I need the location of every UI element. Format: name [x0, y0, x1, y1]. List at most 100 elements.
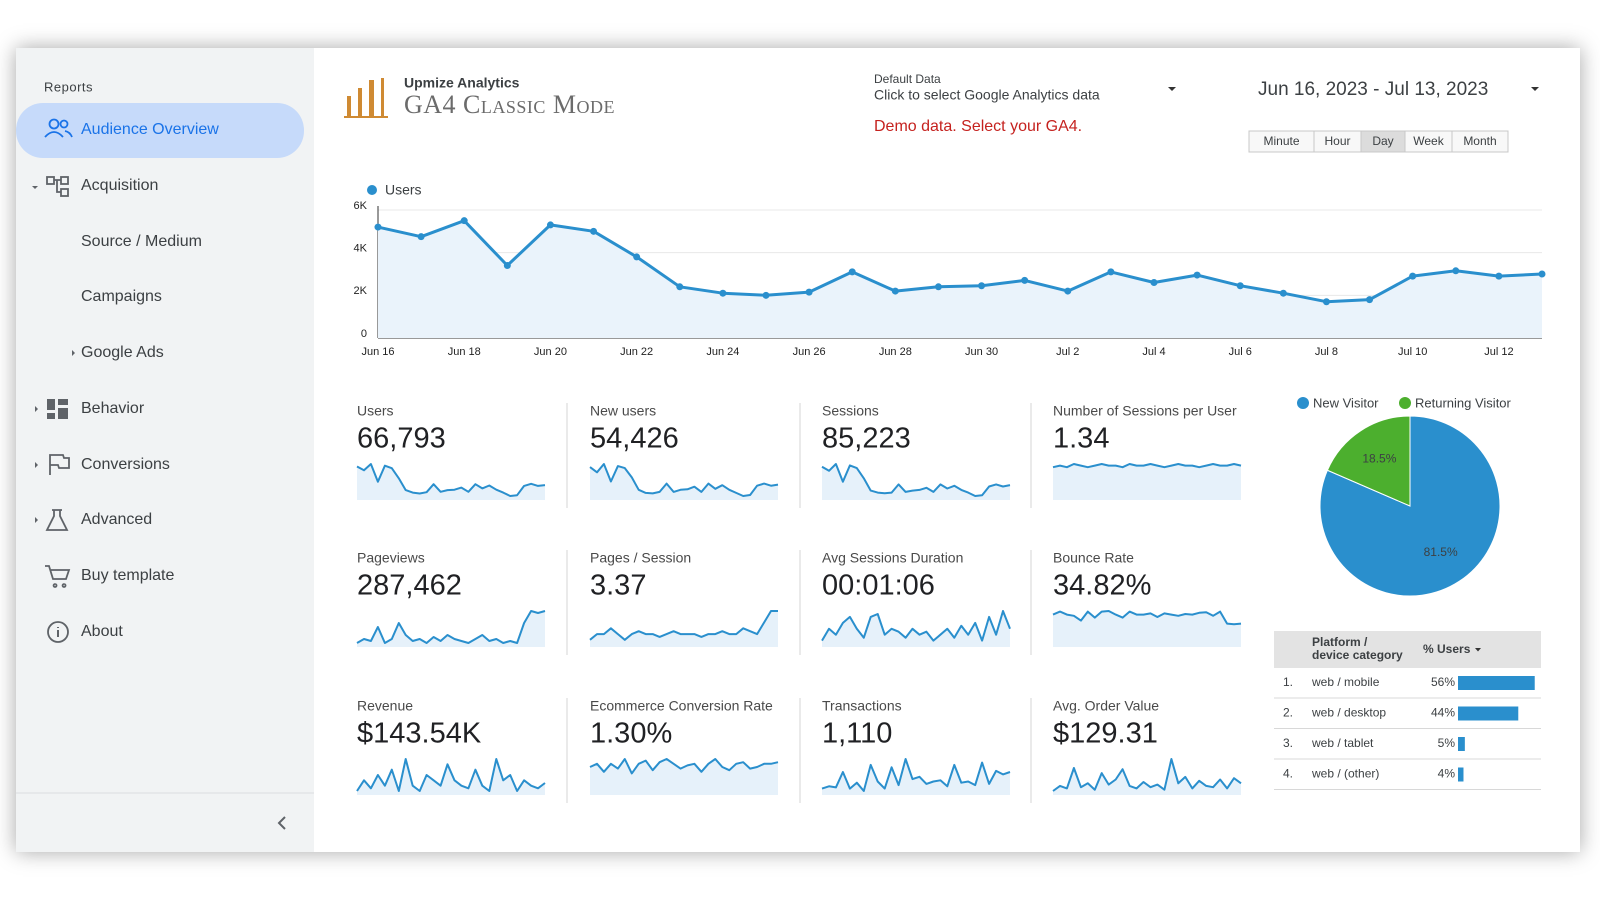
dropdown-arrow[interactable]	[1168, 87, 1176, 91]
share-bar	[1458, 737, 1465, 751]
data-point	[805, 288, 813, 296]
sparkline-area	[590, 759, 778, 795]
data-point	[1366, 296, 1374, 304]
row-rank: 4.	[1283, 767, 1293, 781]
data-point	[719, 289, 727, 297]
app-title: GA4 Classic Mode	[404, 90, 615, 119]
data-point	[590, 227, 598, 235]
x-tick-label: Jun 20	[534, 346, 567, 358]
share-bar	[1458, 767, 1464, 782]
kpi-value: $129.31	[1053, 718, 1158, 750]
data-point	[934, 283, 942, 291]
kpi-value: 1.34	[1053, 423, 1109, 455]
granularity-label[interactable]: Week	[1413, 134, 1444, 148]
nav-item[interactable]: Campaigns	[81, 288, 162, 305]
table-header	[1274, 631, 1541, 668]
y-tick-label: 2K	[354, 285, 368, 297]
data-point	[1495, 272, 1503, 280]
nav-item[interactable]: Advanced	[81, 511, 152, 528]
x-tick-label: Jun 22	[620, 346, 653, 358]
pie-label: 18.5%	[1362, 452, 1396, 466]
sidebar	[16, 48, 314, 852]
nav-item[interactable]: Audience Overview	[81, 121, 219, 138]
nav-item[interactable]: Conversions	[81, 456, 170, 473]
data-point	[891, 287, 899, 295]
device-table: Platform /device category % Users 1. web / …	[1274, 631, 1541, 790]
granularity-label[interactable]: Minute	[1263, 134, 1299, 148]
nav-item[interactable]: Buy template	[81, 567, 174, 584]
dropdown-arrow[interactable]	[1531, 87, 1539, 91]
users-chart: 0 2K 4K 6K Jun 16 Jun 18 Jun 20 Jun 22 Jun 24 Jun…	[354, 182, 1546, 358]
active-nav-highlight	[16, 103, 304, 158]
granularity-label[interactable]: Day	[1372, 134, 1393, 148]
users-area	[378, 220, 1542, 338]
date-range[interactable]: Jun 16, 2023 - Jul 13, 2023	[1258, 79, 1488, 100]
kpi-value: 54,426	[590, 423, 679, 455]
data-source-label: Default Data	[874, 72, 941, 86]
visitor-pie: New Visitor Returning Visitor 81.5% 18.5%	[1297, 395, 1512, 597]
x-tick-label: Jun 28	[879, 346, 912, 358]
kpi-label: Avg. Order Value	[1053, 698, 1159, 714]
nav-item[interactable]: About	[81, 623, 123, 640]
row-rank: 3.	[1283, 736, 1293, 750]
data-point	[1150, 279, 1158, 287]
nav-item[interactable]: Behavior	[81, 400, 145, 417]
data-point	[417, 233, 425, 241]
nav-item[interactable]: Source / Medium	[81, 233, 202, 250]
sparkline	[1052, 610, 1242, 626]
sparkline	[1052, 758, 1242, 792]
kpi-label: Avg Sessions Duration	[822, 550, 963, 566]
column-header[interactable]: % Users	[1423, 642, 1471, 656]
sort-arrow[interactable]	[1475, 648, 1481, 652]
kpi-label: Number of Sessions per User	[1053, 403, 1237, 419]
row-rank: 2.	[1283, 706, 1293, 720]
data-point	[1236, 282, 1244, 290]
kpi-label: Pages / Session	[590, 550, 691, 566]
x-tick-label: Jun 24	[706, 346, 739, 358]
legend-swatch	[367, 185, 377, 195]
x-tick-label: Jul 6	[1229, 346, 1252, 358]
pie-label: 81.5%	[1424, 545, 1458, 559]
data-point	[1538, 270, 1546, 278]
nav-item[interactable]: Acquisition	[81, 177, 158, 194]
nav-item[interactable]: Google Ads	[81, 344, 164, 361]
data-point	[1279, 289, 1287, 297]
row-label: web / (other)	[1311, 767, 1379, 781]
data-point	[503, 261, 511, 269]
share-bar	[1458, 676, 1535, 690]
data-point	[1452, 267, 1460, 275]
sparkline	[356, 758, 546, 792]
granularity-label[interactable]: Hour	[1324, 134, 1350, 148]
collapse-button[interactable]	[277, 816, 286, 830]
legend-label: Returning Visitor	[1415, 395, 1512, 410]
x-tick-label: Jul 2	[1056, 346, 1079, 358]
sparkline	[356, 463, 546, 497]
kpi-value: $143.54K	[357, 718, 482, 750]
legend-label: Users	[385, 182, 422, 198]
data-point	[374, 223, 382, 231]
x-tick-label: Jul 8	[1315, 346, 1338, 358]
row-value: 44%	[1431, 706, 1455, 720]
y-tick-label: 0	[361, 328, 367, 340]
granularity-button[interactable]	[1451, 130, 1509, 153]
x-tick-label: Jul 10	[1398, 346, 1427, 358]
legend-swatch	[1399, 397, 1411, 409]
sparkline	[821, 758, 1011, 792]
kpi-value: 00:01:06	[822, 570, 935, 602]
nav-icons	[32, 118, 286, 830]
legend-label: New Visitor	[1313, 395, 1379, 410]
kpi-value: 34.82%	[1053, 570, 1151, 602]
data-source-picker[interactable]: Click to select Google Analytics data	[874, 87, 1100, 103]
granularity-label[interactable]: Month	[1463, 134, 1496, 148]
kpi-grid: Users 66,793 New users 54,426 Sessions 85,223…	[356, 403, 1242, 803]
column-header: Platform /	[1312, 635, 1368, 649]
sidebar-section: Reports	[44, 79, 93, 94]
sparkline-area	[822, 759, 1010, 795]
kpi-label: Ecommerce Conversion Rate	[590, 698, 773, 714]
column-header: device category	[1312, 648, 1403, 662]
data-point	[546, 221, 554, 229]
data-point	[460, 217, 468, 225]
y-tick-label: 4K	[354, 243, 368, 255]
sparkline	[589, 463, 779, 497]
